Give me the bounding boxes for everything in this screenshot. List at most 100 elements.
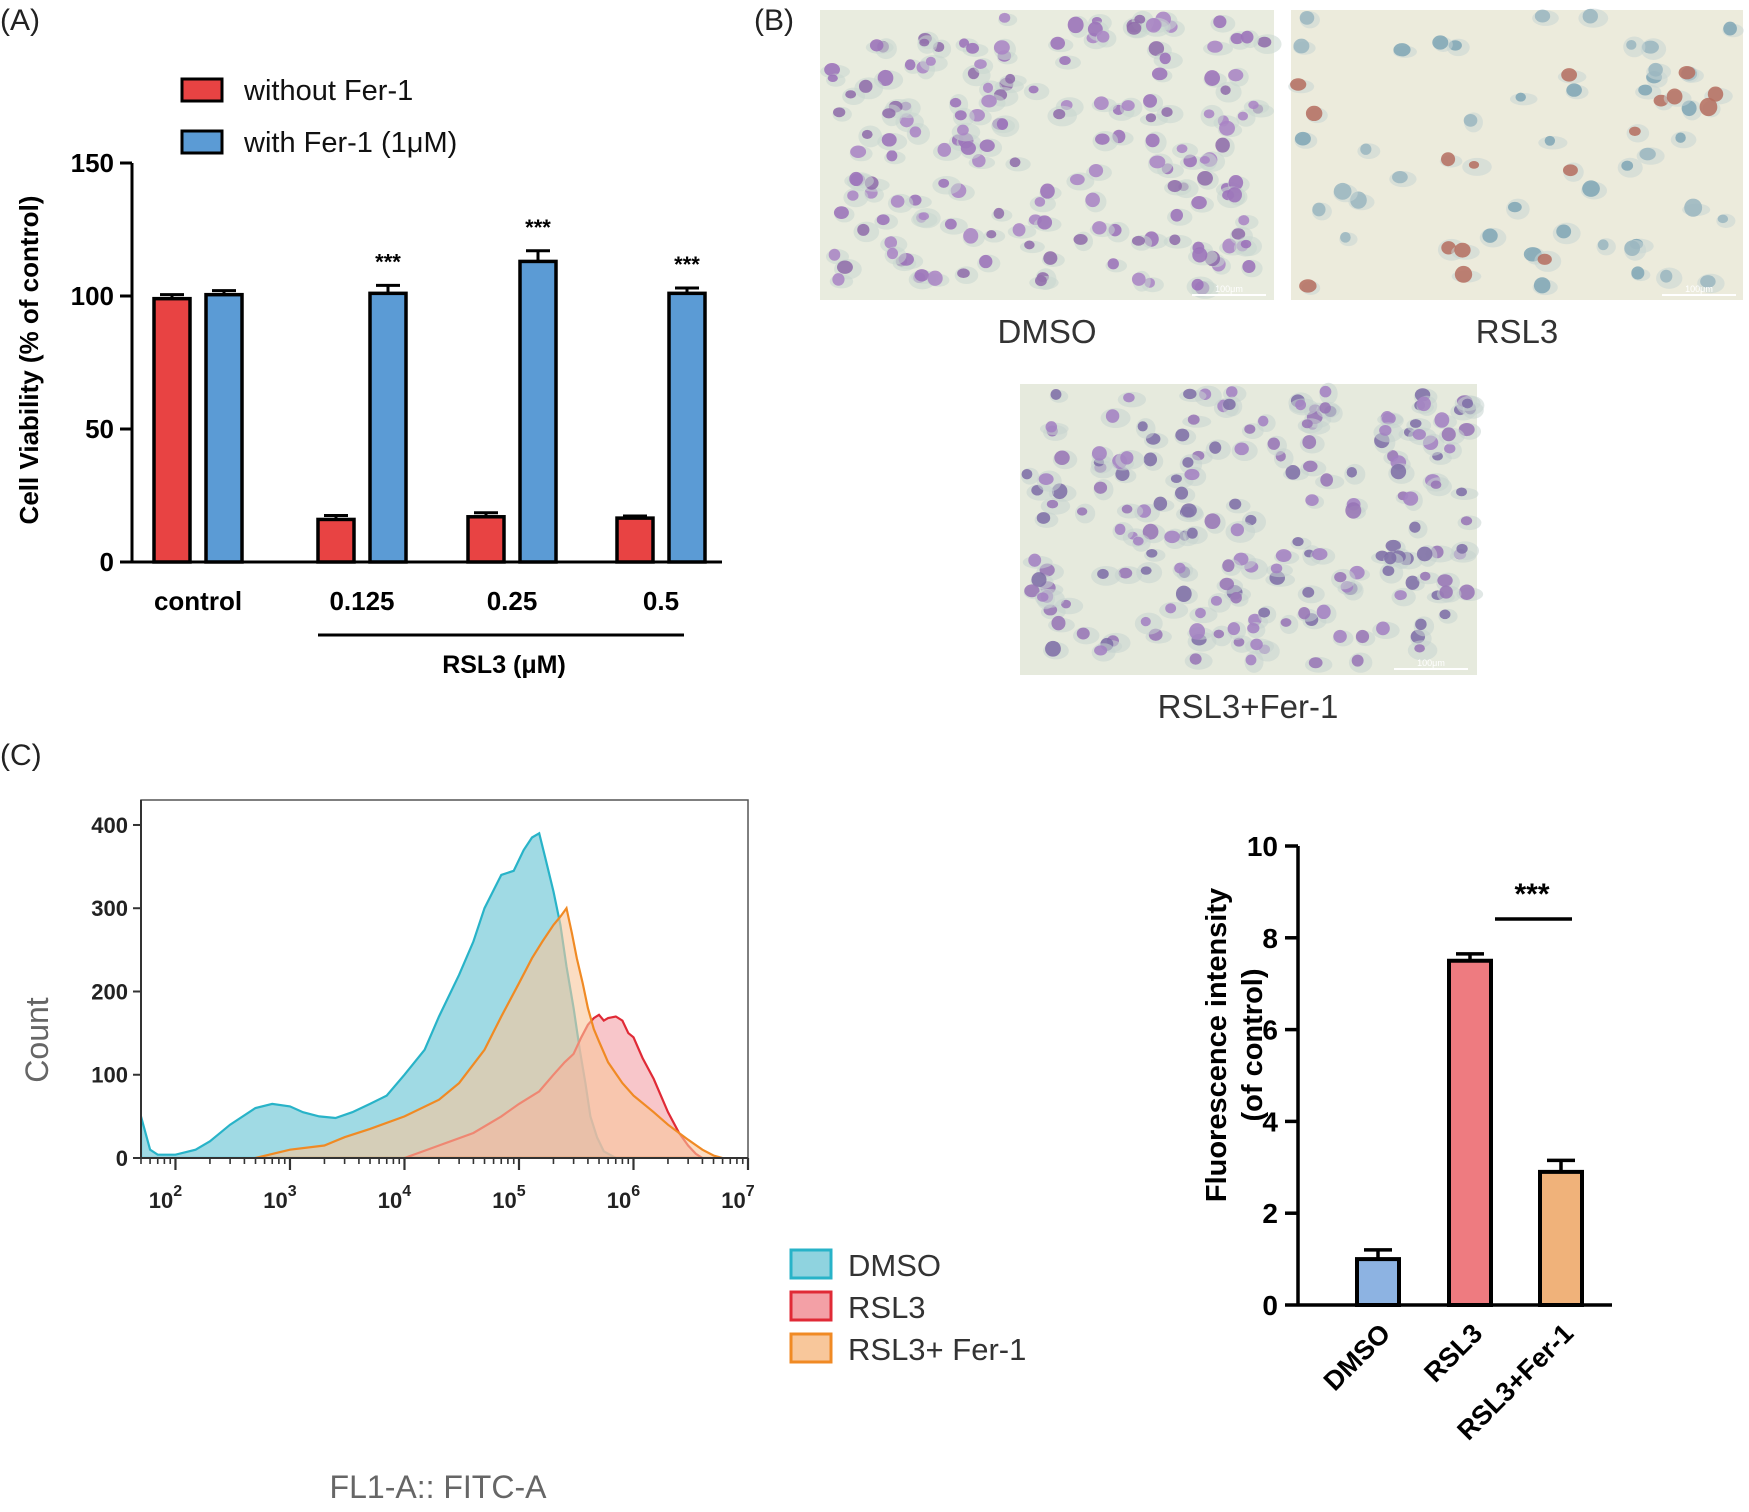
cell-nucleus bbox=[1675, 132, 1686, 143]
cell-nucleus bbox=[1096, 30, 1110, 43]
cell-nucleus bbox=[1045, 640, 1061, 657]
cell-nucleus bbox=[1707, 86, 1724, 102]
cell-nucleus bbox=[1134, 14, 1146, 25]
cell-nucleus bbox=[1319, 402, 1331, 414]
error-bar-a bbox=[675, 286, 699, 294]
cell-nucleus bbox=[1174, 562, 1186, 574]
panel-label-a: (A) bbox=[0, 4, 40, 37]
cell-nucleus bbox=[1085, 192, 1100, 208]
cell-nucleus bbox=[1046, 499, 1059, 509]
x-axis-c: 102 103 104 105 106 107 bbox=[140, 1157, 755, 1213]
cell-nucleus bbox=[957, 268, 970, 279]
cell-nucleus bbox=[1227, 187, 1242, 203]
cell-nucleus bbox=[1562, 164, 1578, 177]
y-tick-label-c: 300 bbox=[91, 896, 128, 921]
cell-nucleus bbox=[1143, 94, 1158, 108]
bar-a bbox=[667, 291, 707, 564]
y-tick-label-a: 150 bbox=[71, 148, 114, 178]
cell-nucleus bbox=[963, 228, 979, 244]
x-tick-label-a: control bbox=[154, 586, 242, 616]
cell-nucleus bbox=[1184, 468, 1200, 481]
cell-nucleus bbox=[1355, 629, 1370, 644]
cell-nucleus bbox=[1302, 435, 1317, 450]
cell-nucleus bbox=[1050, 36, 1066, 50]
cell-nucleus bbox=[1385, 539, 1401, 552]
cell-nucleus bbox=[1142, 523, 1159, 540]
cells-rsl3 bbox=[1288, 8, 1744, 296]
cell-nucleus bbox=[1226, 386, 1238, 398]
legend-swatch-c bbox=[789, 1332, 833, 1364]
error-bar-a bbox=[474, 511, 498, 517]
y-label-c-right-line2: (of control) bbox=[1237, 968, 1269, 1121]
cell-nucleus bbox=[1093, 481, 1108, 494]
cell-nucleus bbox=[1437, 574, 1453, 587]
cells-dmso bbox=[820, 10, 1282, 299]
cell-nucleus bbox=[982, 82, 994, 94]
y-tick-label-c: 0 bbox=[116, 1146, 128, 1171]
error-bar-a bbox=[526, 249, 550, 262]
panel-label-b: (B) bbox=[754, 4, 794, 37]
cell-nucleus bbox=[1441, 427, 1456, 442]
cell-nucleus bbox=[1012, 223, 1026, 237]
cell-nucleus bbox=[1684, 198, 1703, 217]
cell-nucleus bbox=[909, 126, 922, 138]
x-tick-label-a: 0.125 bbox=[329, 586, 394, 616]
cell-nucleus bbox=[1660, 269, 1673, 283]
cell-nucleus bbox=[832, 273, 845, 286]
cell-nucleus bbox=[1088, 163, 1104, 178]
cell-nucleus bbox=[1021, 469, 1033, 480]
cell-nucleus bbox=[1678, 65, 1696, 80]
cell-nucleus bbox=[999, 12, 1011, 23]
chart-a: without Fer-1 with Fer-1 (1μM) 0 50 100 150… bbox=[14, 75, 722, 679]
cell-nucleus bbox=[1258, 607, 1271, 618]
cell-nucleus bbox=[1290, 78, 1307, 91]
cell-nucleus bbox=[1334, 571, 1347, 583]
micrograph-dmso: 100μm DMSO bbox=[820, 10, 1282, 350]
cell-nucleus bbox=[845, 90, 857, 99]
cell-nucleus bbox=[886, 247, 899, 260]
significance-label-a: *** bbox=[375, 249, 401, 274]
y-tick-label-c-right: 10 bbox=[1247, 831, 1278, 862]
bars-a: *** *** *** bbox=[152, 215, 707, 564]
cell-nucleus bbox=[1299, 11, 1315, 25]
cell-nucleus bbox=[1094, 645, 1108, 656]
cell-nucleus bbox=[1175, 486, 1189, 500]
cell-nucleus bbox=[1149, 155, 1166, 169]
cell-nucleus bbox=[937, 142, 952, 157]
cell-nucleus bbox=[1533, 277, 1551, 294]
error-bar-a bbox=[324, 513, 348, 520]
cell-nucleus bbox=[1230, 33, 1244, 45]
cell-nucleus bbox=[1197, 170, 1213, 186]
cell-nucleus bbox=[1631, 266, 1645, 280]
cell-nucleus bbox=[1405, 575, 1420, 590]
cell-nucleus bbox=[1458, 584, 1475, 600]
cell-nucleus bbox=[1067, 16, 1084, 34]
cell-nucleus bbox=[827, 74, 838, 83]
cell-nucleus bbox=[954, 110, 967, 121]
cell-nucleus bbox=[1461, 398, 1474, 409]
legend-label-c: RSL3 bbox=[848, 1290, 926, 1325]
cell-nucleus bbox=[1213, 15, 1227, 29]
cell-nucleus bbox=[1257, 36, 1272, 48]
cell-nucleus bbox=[1183, 388, 1197, 400]
cell-nucleus bbox=[1699, 97, 1718, 117]
cell-nucleus bbox=[960, 141, 976, 155]
x-tick-label-c: 106 bbox=[607, 1183, 640, 1213]
legend-a: without Fer-1 with Fer-1 (1μM) bbox=[180, 75, 457, 159]
cell-nucleus bbox=[1416, 396, 1431, 412]
cell-nucleus bbox=[938, 178, 950, 188]
cell-nucleus bbox=[1207, 40, 1223, 53]
cell-nucleus bbox=[966, 42, 979, 54]
cell-nucleus bbox=[1240, 239, 1252, 249]
cell-nucleus bbox=[1038, 473, 1054, 485]
legend-swatch-with bbox=[180, 129, 224, 155]
bar-a bbox=[368, 291, 408, 564]
legend-label-c: DMSO bbox=[848, 1248, 941, 1283]
cell-nucleus bbox=[1199, 156, 1210, 164]
caption-rsl3: RSL3 bbox=[1476, 313, 1559, 350]
cell-nucleus bbox=[1270, 563, 1283, 574]
cell-nucleus bbox=[1456, 487, 1468, 497]
cell-nucleus bbox=[877, 69, 894, 87]
bar-c-right bbox=[1447, 958, 1493, 1307]
